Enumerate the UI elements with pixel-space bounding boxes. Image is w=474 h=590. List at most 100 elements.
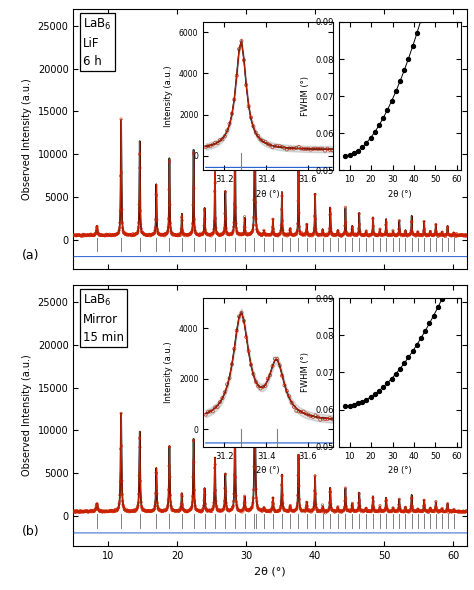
Point <box>432 497 440 506</box>
Point <box>114 229 121 238</box>
Point <box>145 506 152 516</box>
Point <box>264 506 272 515</box>
Point <box>300 506 308 515</box>
Point <box>307 230 315 239</box>
Point <box>174 506 182 515</box>
Point <box>285 505 293 514</box>
Point <box>122 230 129 239</box>
Point <box>352 231 359 240</box>
Point <box>319 228 327 237</box>
Point <box>457 231 465 240</box>
Point <box>100 507 107 516</box>
Point <box>146 230 154 240</box>
Point <box>328 229 336 238</box>
Point <box>267 230 275 239</box>
Point <box>233 224 240 233</box>
Point <box>305 506 312 515</box>
Point <box>75 230 83 240</box>
Point <box>261 504 268 513</box>
Point <box>265 506 273 516</box>
Point <box>282 506 289 515</box>
Point <box>100 507 108 516</box>
Point <box>349 222 356 232</box>
Point <box>303 219 310 229</box>
Point <box>255 229 263 238</box>
Point <box>459 231 467 240</box>
Point <box>209 504 217 514</box>
Point <box>361 230 368 239</box>
Point <box>233 503 241 512</box>
Point <box>392 506 400 516</box>
Point <box>154 504 162 513</box>
Point <box>295 167 302 176</box>
Point <box>417 230 425 240</box>
Point <box>406 507 414 516</box>
Point <box>402 505 410 514</box>
Point <box>264 507 271 516</box>
Point <box>409 506 417 516</box>
Point <box>234 504 242 514</box>
Point <box>269 222 276 232</box>
Point <box>76 507 83 517</box>
Point <box>243 505 250 514</box>
Point <box>234 229 242 238</box>
Point <box>236 230 244 240</box>
Point <box>172 230 179 240</box>
Point <box>235 230 243 239</box>
Point <box>329 506 337 515</box>
Point <box>149 506 156 515</box>
Point <box>354 230 361 240</box>
Point <box>191 223 199 232</box>
Point <box>358 506 366 515</box>
Point <box>414 230 421 240</box>
Point <box>391 506 398 516</box>
Point <box>392 507 400 516</box>
Point <box>165 461 173 471</box>
Point <box>437 230 444 239</box>
Point <box>142 506 150 515</box>
Point <box>357 230 365 239</box>
Point <box>161 506 169 515</box>
Point <box>217 230 225 239</box>
Point <box>134 502 141 512</box>
Point <box>284 230 292 239</box>
Point <box>438 230 445 240</box>
Point <box>338 230 346 240</box>
Point <box>219 505 226 514</box>
Point <box>209 230 216 239</box>
Point <box>412 230 420 240</box>
Point <box>445 230 452 239</box>
Point <box>252 143 259 153</box>
Point <box>170 506 177 515</box>
Point <box>108 231 116 240</box>
Point <box>453 231 460 241</box>
Point <box>192 505 200 514</box>
Point <box>146 231 154 241</box>
Point <box>220 227 228 237</box>
Point <box>428 507 436 516</box>
Point <box>295 481 303 490</box>
Point <box>388 507 396 516</box>
Point <box>456 507 464 516</box>
Point <box>293 225 301 235</box>
Point <box>91 505 99 514</box>
Point <box>378 506 386 515</box>
Point <box>313 505 320 514</box>
Point <box>114 229 122 238</box>
Point <box>81 231 88 240</box>
Point <box>125 230 133 240</box>
Point <box>393 506 401 515</box>
Point <box>307 506 314 516</box>
Point <box>221 470 229 479</box>
Point <box>272 507 280 516</box>
Point <box>343 506 351 515</box>
Point <box>309 230 316 239</box>
Point <box>200 228 207 238</box>
Point <box>317 506 324 516</box>
Point <box>114 504 122 513</box>
Point <box>70 231 78 240</box>
Point <box>171 506 179 516</box>
Point <box>127 230 134 240</box>
Point <box>337 507 345 517</box>
Point <box>74 507 82 517</box>
